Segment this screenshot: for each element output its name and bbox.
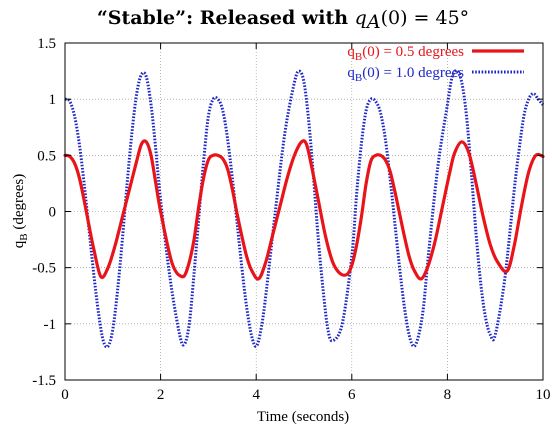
legend-label-series-1: qB(0) = 0.5 degrees (347, 44, 464, 63)
legend: qB(0) = 0.5 degrees qB(0) = 1.0 degrees (347, 44, 524, 84)
y-tick-label: 0.5 (37, 148, 56, 164)
legend-1-sub: B (355, 51, 362, 63)
legend-1-rest: (0) = 0.5 degrees (362, 44, 464, 60)
y-tick-label: -1 (44, 317, 57, 333)
y-tick-label: 1 (49, 92, 57, 108)
x-tick-label: 4 (252, 387, 260, 403)
axis-ticks: 0 2 4 6 8 10 -1.5 -1 -0.5 0 0.5 1 1.5 (32, 36, 550, 403)
legend-1-main: q (347, 44, 355, 60)
legend-2-rest: (0) = 1.0 degrees (362, 65, 464, 81)
chart-title-prefix: “Stable”: Released with (97, 7, 355, 29)
y-axis-label-main: q (11, 240, 27, 248)
series-line-1 (63, 139, 545, 281)
x-axis-label: Time (seconds) (257, 409, 349, 425)
chart-title-math-rest: (0) = 45° (381, 7, 470, 29)
x-tick-label: 10 (536, 387, 551, 403)
series-line-2 (64, 69, 545, 349)
series-layer (63, 69, 545, 349)
y-tick-label: 0 (49, 205, 57, 221)
legend-label-series-2: qB(0) = 1.0 degrees (347, 65, 464, 84)
y-axis-label-sub: B (18, 233, 30, 240)
chart-title: “Stable”: Released with qA(0) = 45° (97, 7, 469, 33)
chart-title-math-var: q (355, 7, 367, 29)
x-tick-label: 8 (444, 387, 452, 403)
plot-frame (64, 42, 544, 381)
y-tick-label: -1.5 (32, 373, 56, 389)
y-tick-label: -0.5 (32, 261, 56, 277)
y-axis-label: qB (degrees) (11, 174, 30, 248)
legend-2-sub: B (355, 72, 362, 84)
y-tick-label: 1.5 (37, 36, 56, 52)
x-tick-label: 6 (348, 387, 356, 403)
chart-title-math-sub: A (365, 11, 381, 33)
x-tick-label: 2 (157, 387, 165, 403)
x-tick-label: 0 (61, 387, 69, 403)
legend-2-main: q (347, 65, 355, 81)
y-axis-label-rest: (degrees) (11, 174, 27, 234)
grid-lines (65, 43, 543, 380)
